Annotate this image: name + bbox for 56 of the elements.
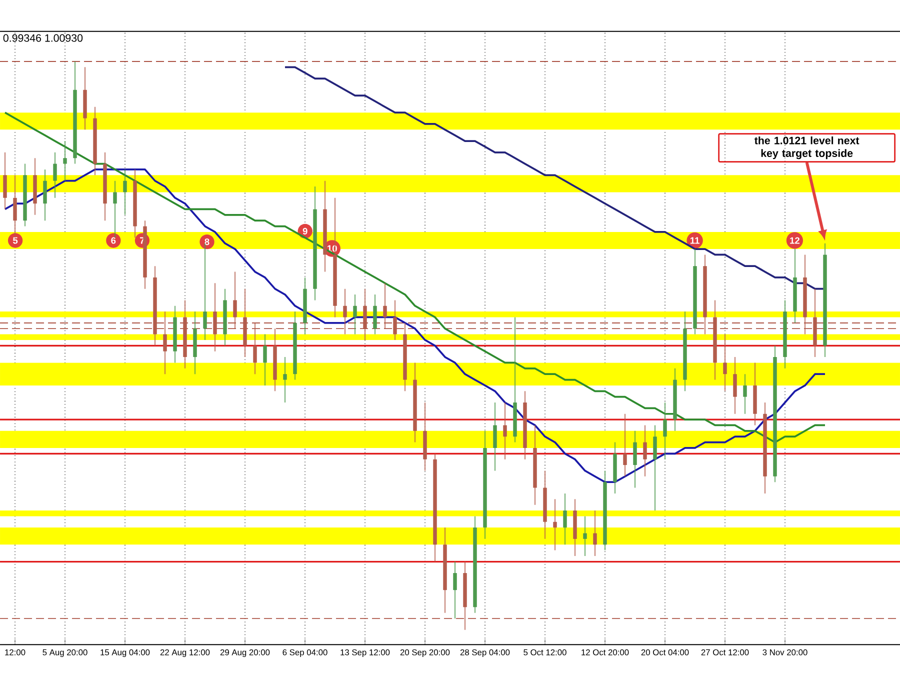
x-tick-label: 13 Sep 12:00 bbox=[340, 649, 390, 657]
x-tick-label: 5 Aug 20:00 bbox=[42, 649, 88, 657]
candlestick bbox=[163, 311, 167, 374]
candlestick bbox=[493, 402, 497, 472]
annotation: 6 bbox=[111, 237, 116, 244]
candlestick bbox=[453, 561, 457, 619]
annotation: 11 bbox=[690, 237, 700, 244]
x-tick-label: 12:00 bbox=[5, 649, 26, 656]
candlestick bbox=[723, 334, 727, 392]
annotation: 5 bbox=[13, 237, 18, 244]
candlestick bbox=[343, 288, 347, 335]
annotation: 9 bbox=[302, 228, 308, 234]
x-tick-label: 15 Aug 04:00 bbox=[100, 649, 150, 657]
candlestick bbox=[663, 402, 667, 460]
x-tick-label: 27 Oct 12:00 bbox=[701, 649, 749, 656]
x-tick-label: 6 Sep 04:00 bbox=[282, 649, 328, 657]
x-tick-label: 5 Oct 12:00 bbox=[524, 649, 566, 656]
x-tick-label: 3 Nov 20:00 bbox=[762, 649, 808, 656]
x-tick-label: 28 Sep 04:00 bbox=[460, 649, 510, 657]
candlestick bbox=[63, 140, 67, 182]
annotation: 12 bbox=[790, 237, 800, 244]
candlestick bbox=[623, 413, 627, 477]
candlestick bbox=[233, 271, 237, 330]
text: 0.99346 1.00930 bbox=[3, 34, 83, 42]
candlestick bbox=[213, 282, 217, 352]
candlestick bbox=[373, 294, 377, 335]
candlestick bbox=[633, 430, 637, 488]
candlestick bbox=[503, 402, 507, 460]
candlestick bbox=[53, 152, 57, 198]
x-tick-label: 20 Oct 04:00 bbox=[641, 649, 689, 656]
x-tick-label: 22 Aug 12:00 bbox=[160, 649, 210, 657]
x-tick-label: 12 Oct 20:00 bbox=[582, 649, 629, 656]
annotation: the 1.0121 level next key target topside bbox=[754, 136, 860, 160]
candlestick bbox=[553, 498, 557, 551]
candlestick bbox=[733, 356, 737, 414]
candlestick bbox=[743, 374, 747, 414]
candlestick bbox=[393, 300, 397, 340]
candlestick bbox=[283, 356, 287, 403]
candlestick bbox=[3, 152, 7, 210]
x-tick-label: 29 Aug 20:00 bbox=[220, 649, 270, 657]
candlestick bbox=[13, 174, 17, 238]
candlestick bbox=[113, 180, 117, 238]
candlestick bbox=[263, 334, 267, 386]
candlestick bbox=[123, 169, 127, 216]
x-tick-label: 20 Sep 20:00 bbox=[400, 649, 450, 657]
candlestick bbox=[643, 424, 647, 477]
annotation: 8 bbox=[204, 238, 210, 246]
candlestick bbox=[353, 294, 357, 335]
candlestick bbox=[593, 510, 597, 556]
candlestick bbox=[253, 322, 257, 374]
candlestick bbox=[43, 169, 47, 222]
candlestick bbox=[363, 288, 367, 340]
candlestick bbox=[583, 516, 587, 556]
candlestick bbox=[563, 493, 567, 546]
candlestick bbox=[383, 282, 387, 330]
candlestick bbox=[653, 424, 657, 511]
